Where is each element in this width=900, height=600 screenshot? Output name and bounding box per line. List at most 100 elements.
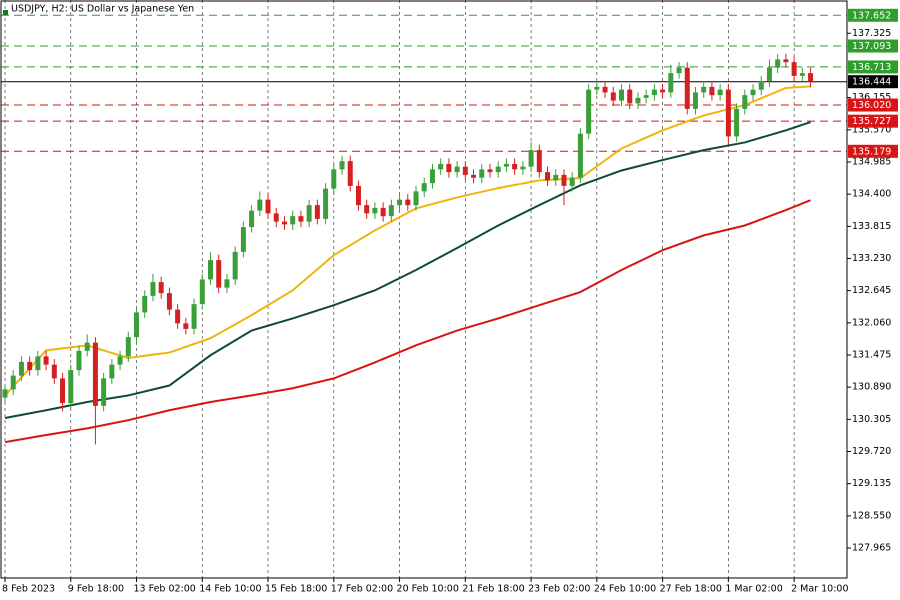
candle-body (561, 174, 567, 186)
y-tick-label: 133.815 (852, 221, 891, 232)
resistance-level-label-box (848, 8, 898, 22)
x-tick-label: 23 Feb 02:00 (528, 584, 590, 595)
candle-body (545, 172, 551, 181)
candle-body (339, 161, 345, 170)
support-level-label: 135.179 (852, 146, 891, 157)
candle-body (331, 169, 337, 189)
candle-body (249, 210, 255, 228)
candle-body (808, 73, 814, 82)
x-tick-label: 17 Feb 02:00 (331, 584, 393, 595)
candle-body (109, 364, 115, 379)
candle-body (413, 191, 419, 206)
candle-body (471, 174, 477, 178)
candle-body (27, 361, 33, 371)
candle-body (421, 183, 427, 192)
candle-body (602, 86, 608, 93)
candle-body (232, 251, 238, 280)
chart-title: USDJPY, H2: US Dollar vs Japanese Yen (11, 4, 194, 15)
candle-body (454, 166, 460, 173)
candle-body (512, 163, 518, 170)
candle-body (758, 81, 764, 90)
candle-body (117, 356, 123, 365)
candle-body (528, 150, 534, 167)
candle-body (651, 89, 657, 96)
candle-body (487, 169, 493, 173)
y-tick-label: 135.570 (852, 124, 891, 135)
candle-body (684, 67, 690, 109)
y-tick-label: 130.305 (852, 414, 891, 425)
candle-body (158, 282, 164, 294)
candle-body (142, 295, 148, 313)
candle-body (438, 163, 444, 170)
symbol-icon (3, 10, 8, 15)
plot-layer (2, 53, 814, 445)
candle-body (750, 89, 756, 96)
support-level-label-box (848, 144, 898, 158)
support-level-label: 135.727 (852, 116, 891, 127)
candle-body (775, 59, 781, 68)
candle-body (298, 216, 304, 222)
y-tick-label: 132.060 (852, 317, 891, 328)
candle-body (709, 86, 715, 96)
x-tick-label: 20 Feb 10:00 (397, 584, 459, 595)
candle-body (446, 163, 452, 173)
candle-body (569, 177, 575, 186)
candle-body (791, 62, 797, 76)
resistance-level-label: 137.652 (852, 10, 891, 21)
candle-body (495, 166, 501, 173)
candle-body (43, 356, 49, 365)
y-tick-label: 134.400 (852, 189, 891, 200)
y-tick-label: 128.550 (852, 510, 891, 521)
resistance-level-label-box (848, 39, 898, 53)
candle-body (60, 378, 66, 404)
candle-body (355, 185, 361, 206)
candle-body (635, 97, 641, 104)
y-tick-label: 130.890 (852, 382, 891, 393)
y-tick-label: 133.230 (852, 253, 891, 264)
candle-body (553, 174, 559, 181)
candle-body (594, 86, 600, 90)
candle-body (586, 89, 592, 134)
y-tick-label: 132.645 (852, 285, 891, 296)
candle-body (372, 207, 378, 214)
candle-body (216, 260, 222, 288)
y-tick-label: 137.325 (852, 28, 891, 39)
candle-body (766, 67, 772, 82)
candle-body (701, 86, 707, 93)
x-tick-label: 1 Mar 02:00 (725, 584, 782, 595)
candle-body (199, 279, 205, 305)
candle-body (536, 150, 542, 173)
x-tick-label: 9 Feb 18:00 (68, 584, 124, 595)
candle-body (208, 260, 213, 280)
candle-body (240, 227, 246, 252)
candle-body (183, 323, 189, 329)
candle-body (610, 92, 616, 101)
resistance-level-label: 137.093 (852, 41, 891, 52)
resistance-level-label: 136.713 (852, 62, 891, 73)
candle-body (619, 89, 624, 101)
x-tick-label: 13 Feb 02:00 (134, 584, 196, 595)
candle-body (479, 169, 485, 178)
axis-layer: 8 Feb 2023 9 Feb 18:00 13 Feb 02:00 14 Feb … (2, 8, 898, 595)
candle-body (725, 89, 731, 137)
candle-body (101, 378, 107, 406)
support-level-label: 136.020 (852, 100, 891, 111)
candle-body (166, 293, 172, 310)
candle-body (643, 95, 649, 98)
y-tick-label: 131.475 (852, 349, 891, 360)
candle-body (265, 199, 271, 214)
candle-body (257, 199, 263, 211)
candle-body (364, 205, 370, 214)
candle-body (503, 163, 509, 167)
y-tick-label: 136.155 (852, 92, 891, 103)
candle-body (323, 188, 329, 219)
candle-body (84, 342, 90, 351)
candle-body (92, 342, 98, 406)
candle-body (281, 221, 287, 225)
candle-body (380, 207, 386, 217)
candle-body (520, 166, 526, 170)
candle-body (462, 166, 468, 175)
x-tick-label: 14 Feb 10:00 (199, 584, 261, 595)
support-level-label-box (848, 98, 898, 112)
